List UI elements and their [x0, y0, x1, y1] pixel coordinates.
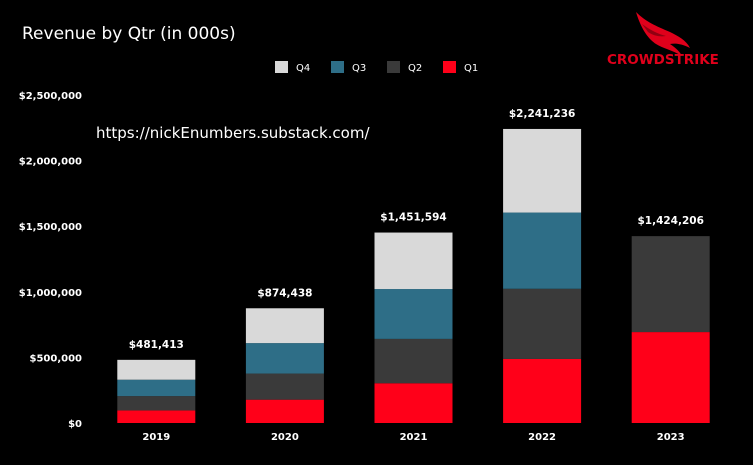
x-axis: 2019 2020 2021 2022 2023 — [142, 432, 684, 443]
y-tick-label: $0 — [68, 419, 82, 430]
substack-url: https://nickEnumbers.substack.com/ — [96, 124, 370, 142]
brand-wordmark: CROWDSTRIKE — [607, 52, 719, 68]
legend: Q4 Q3 Q2 Q1 — [275, 61, 478, 74]
chart-title: Revenue by Qtr (in 000s) — [22, 24, 236, 44]
bar-q4-2021 — [374, 232, 453, 290]
y-tick-label: $500,000 — [29, 353, 82, 364]
legend-swatch-q1 — [443, 61, 456, 73]
bar-q1-2023 — [631, 332, 710, 423]
legend-swatch-q2 — [387, 61, 400, 73]
x-tick-label: 2020 — [271, 432, 299, 443]
legend-label-q4: Q4 — [296, 63, 310, 74]
bar-q1-2021 — [374, 383, 453, 423]
bar-q2-2020 — [245, 373, 324, 400]
x-tick-label: 2021 — [400, 432, 428, 443]
bar-q2-2022 — [503, 288, 582, 359]
bar-q2-2023 — [631, 236, 710, 333]
total-labels: $481,413 $874,438 $1,451,594 $2,241,236 $1,4… — [129, 108, 704, 351]
bars — [117, 128, 710, 423]
bar-q3-2022 — [503, 212, 582, 289]
bar-q2-2019 — [117, 396, 196, 411]
bar-q4-2020 — [245, 308, 324, 344]
total-label: $1,424,206 — [637, 215, 703, 227]
bar-q1-2020 — [245, 399, 324, 423]
bar-q4-2022 — [503, 128, 582, 213]
falcon-logo-icon — [636, 12, 690, 56]
y-tick-label: $1,000,000 — [19, 288, 82, 299]
x-tick-label: 2022 — [528, 432, 556, 443]
bar-q3-2020 — [245, 343, 324, 374]
y-tick-label: $2,000,000 — [19, 157, 82, 168]
bar-q4-2019 — [117, 359, 196, 380]
bar-q3-2021 — [374, 289, 453, 339]
bar-q1-2019 — [117, 410, 196, 423]
bar-q3-2019 — [117, 379, 196, 397]
legend-label-q1: Q1 — [464, 63, 478, 74]
x-tick-label: 2023 — [657, 432, 685, 443]
bar-q1-2022 — [503, 358, 582, 423]
total-label: $2,241,236 — [509, 108, 575, 120]
y-axis: $0 $500,000 $1,000,000 $1,500,000 $2,000,000… — [19, 91, 82, 430]
y-tick-label: $2,500,000 — [19, 91, 82, 102]
total-label: $1,451,594 — [380, 212, 446, 224]
legend-swatch-q3 — [331, 61, 344, 73]
x-tick-label: 2019 — [142, 432, 170, 443]
legend-swatch-q4 — [275, 61, 288, 73]
total-label: $481,413 — [129, 339, 184, 351]
y-tick-label: $1,500,000 — [19, 222, 82, 233]
bar-q2-2021 — [374, 338, 453, 384]
legend-label-q3: Q3 — [352, 63, 366, 74]
total-label: $874,438 — [257, 287, 312, 299]
legend-label-q2: Q2 — [408, 63, 422, 74]
